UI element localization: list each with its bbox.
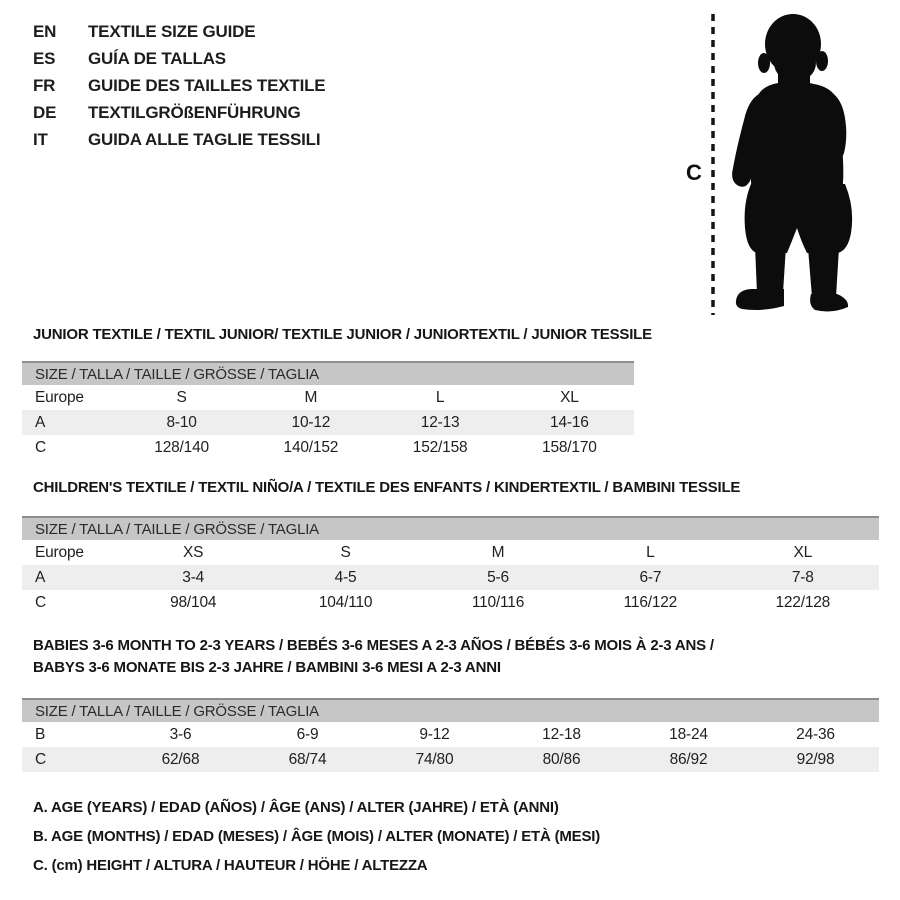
table-cell: 122/128 (775, 593, 831, 611)
table-cell: 86/92 (669, 750, 708, 768)
table-row-europe: Europe S M L XL (22, 385, 634, 410)
table-cell: 8-10 (166, 413, 197, 431)
table-cell: 110/116 (471, 593, 525, 611)
table-cell: 4-5 (334, 568, 357, 586)
table-cell: 104/110 (318, 593, 373, 611)
row-label: A (35, 568, 46, 586)
language-label: TEXTILE SIZE GUIDE (88, 21, 256, 41)
table-cell: 152/158 (412, 438, 468, 456)
table-cell: XL (793, 543, 813, 561)
table-row-c: C 62/68 68/74 74/80 80/86 86/92 92/98 (22, 747, 879, 772)
table-cell: 74/80 (415, 750, 454, 768)
table-row-a: A 3-4 4-5 5-6 6-7 7-8 (22, 565, 879, 590)
table-cell: 68/74 (288, 750, 327, 768)
language-code: EN (33, 21, 57, 41)
table-row-c: C 98/104 104/110 110/116 116/122 122/128 (22, 590, 879, 615)
language-code: FR (33, 75, 56, 95)
table-cell: 18-24 (669, 725, 708, 743)
language-row-en: EN TEXTILE SIZE GUIDE (33, 18, 325, 45)
measure-legend: A. AGE (YEARS) / EDAD (AÑOS) / ÂGE (ANS)… (33, 799, 600, 886)
row-label: C (35, 438, 46, 456)
table-row-europe: Europe XS S M L XL (22, 540, 879, 565)
table-cell: 3-6 (169, 725, 192, 743)
table-cell: 128/140 (154, 438, 209, 456)
children-section-heading: CHILDREN'S TEXTILE / TEXTIL NIÑO/A / TEX… (33, 479, 741, 496)
row-label: C (35, 750, 46, 768)
table-cell: L (435, 388, 445, 406)
table-row-b: B 3-6 6-9 9-12 12-18 18-24 24-36 (22, 722, 879, 747)
table-row-c: C 128/140 140/152 152/158 158/170 (22, 435, 634, 460)
junior-size-header-bar: SIZE / TALLA / TAILLE / GRÖSSE / TAGLIA (22, 361, 634, 385)
babies-heading-line1: BABIES 3-6 MONTH TO 2-3 YEARS / BEBÉS 3-… (33, 637, 714, 654)
size-header-label: SIZE / TALLA / TAILLE / GRÖSSE / TAGLIA (35, 520, 319, 538)
table-cell: 24-36 (796, 725, 835, 743)
table-cell: 14-16 (550, 413, 589, 431)
table-cell: 12-13 (420, 413, 460, 431)
babies-size-table: SIZE / TALLA / TAILLE / GRÖSSE / TAGLIA … (22, 698, 879, 772)
size-header-label: SIZE / TALLA / TAILLE / GRÖSSE / TAGLIA (35, 702, 319, 720)
table-cell: 3-4 (182, 568, 205, 586)
row-label: Europe (35, 543, 84, 561)
table-cell: S (176, 388, 187, 406)
table-cell: 6-9 (296, 725, 319, 743)
table-cell: 6-7 (639, 568, 662, 586)
baby-figure-svg: C (686, 14, 853, 315)
language-row-de: DE TEXTILGRÖßENFÜHRUNG (33, 99, 325, 126)
legend-line-b: B. AGE (MONTHS) / EDAD (MESES) / ÂGE (MO… (33, 828, 601, 845)
language-code: IT (33, 129, 48, 149)
table-row-a: A 8-10 10-12 12-13 14-16 (22, 410, 634, 435)
legend-line-c: C. (cm) HEIGHT / ALTURA / HAUTEUR / HÖHE… (33, 857, 428, 874)
language-list: EN TEXTILE SIZE GUIDE ES GUÍA DE TALLAS … (33, 18, 326, 153)
baby-height-figure: C (650, 0, 900, 320)
table-cell: 7-8 (791, 568, 814, 586)
table-cell: 92/98 (796, 750, 835, 768)
language-label: TEXTILGRÖßENFÜHRUNG (88, 102, 301, 122)
children-table: Europe XS S M L XL A 3-4 4-5 5-6 6-7 7-8… (22, 540, 879, 615)
junior-size-table: SIZE / TALLA / TAILLE / GRÖSSE / TAGLIA … (22, 361, 634, 460)
table-cell: 12-18 (542, 725, 581, 743)
junior-section-heading: JUNIOR TEXTILE / TEXTIL JUNIOR/ TEXTILE … (33, 326, 652, 343)
row-label: A (35, 413, 46, 431)
table-cell: 140/152 (283, 438, 339, 456)
legend-line-a: A. AGE (YEARS) / EDAD (AÑOS) / ÂGE (ANS)… (33, 799, 559, 816)
babies-size-header-bar: SIZE / TALLA / TAILLE / GRÖSSE / TAGLIA (22, 698, 879, 722)
table-cell: 10-12 (291, 413, 331, 431)
row-label: C (35, 593, 46, 611)
table-cell: 98/104 (170, 593, 217, 611)
size-header-label: SIZE / TALLA / TAILLE / GRÖSSE / TAGLIA (35, 365, 319, 383)
table-cell: XL (560, 388, 579, 406)
height-measure-label: C (686, 160, 702, 185)
table-cell: 158/170 (542, 438, 597, 456)
baby-silhouette-icon (732, 14, 853, 312)
language-label: GUÍA DE TALLAS (88, 48, 226, 68)
table-cell: 5-6 (487, 568, 509, 586)
babies-section-heading: BABIES 3-6 MONTH TO 2-3 YEARS / BEBÉS 3-… (33, 635, 733, 679)
language-label: GUIDE DES TAILLES TEXTILE (88, 75, 326, 95)
children-size-header-bar: SIZE / TALLA / TAILLE / GRÖSSE / TAGLIA (22, 516, 879, 540)
row-label: Europe (35, 388, 84, 406)
language-row-fr: FR GUIDE DES TAILLES TEXTILE (33, 72, 326, 99)
children-size-table: SIZE / TALLA / TAILLE / GRÖSSE / TAGLIA … (22, 516, 879, 615)
table-cell: S (340, 543, 351, 561)
table-cell: XS (183, 543, 204, 561)
babies-table: B 3-6 6-9 9-12 12-18 18-24 24-36 C 62/68… (22, 722, 879, 772)
row-label: B (35, 725, 46, 743)
language-code: DE (33, 102, 57, 122)
table-cell: 116/122 (623, 593, 678, 611)
table-cell: 80/86 (542, 750, 581, 768)
babies-heading-line2: BABYS 3-6 MONATE BIS 2-3 JAHRE / BAMBINI… (33, 659, 501, 676)
language-row-it: IT GUIDA ALLE TAGLIE TESSILI (33, 126, 325, 153)
table-cell: 9-12 (419, 725, 450, 743)
table-cell: M (491, 543, 505, 561)
table-cell: M (304, 388, 318, 406)
table-cell: 62/68 (161, 750, 200, 768)
language-code: ES (33, 48, 56, 68)
table-cell: L (646, 543, 655, 561)
language-row-es: ES GUÍA DE TALLAS (33, 45, 325, 72)
junior-table: Europe S M L XL A 8-10 10-12 12-13 14-16… (22, 385, 634, 460)
language-label: GUIDA ALLE TAGLIE TESSILI (88, 129, 321, 149)
